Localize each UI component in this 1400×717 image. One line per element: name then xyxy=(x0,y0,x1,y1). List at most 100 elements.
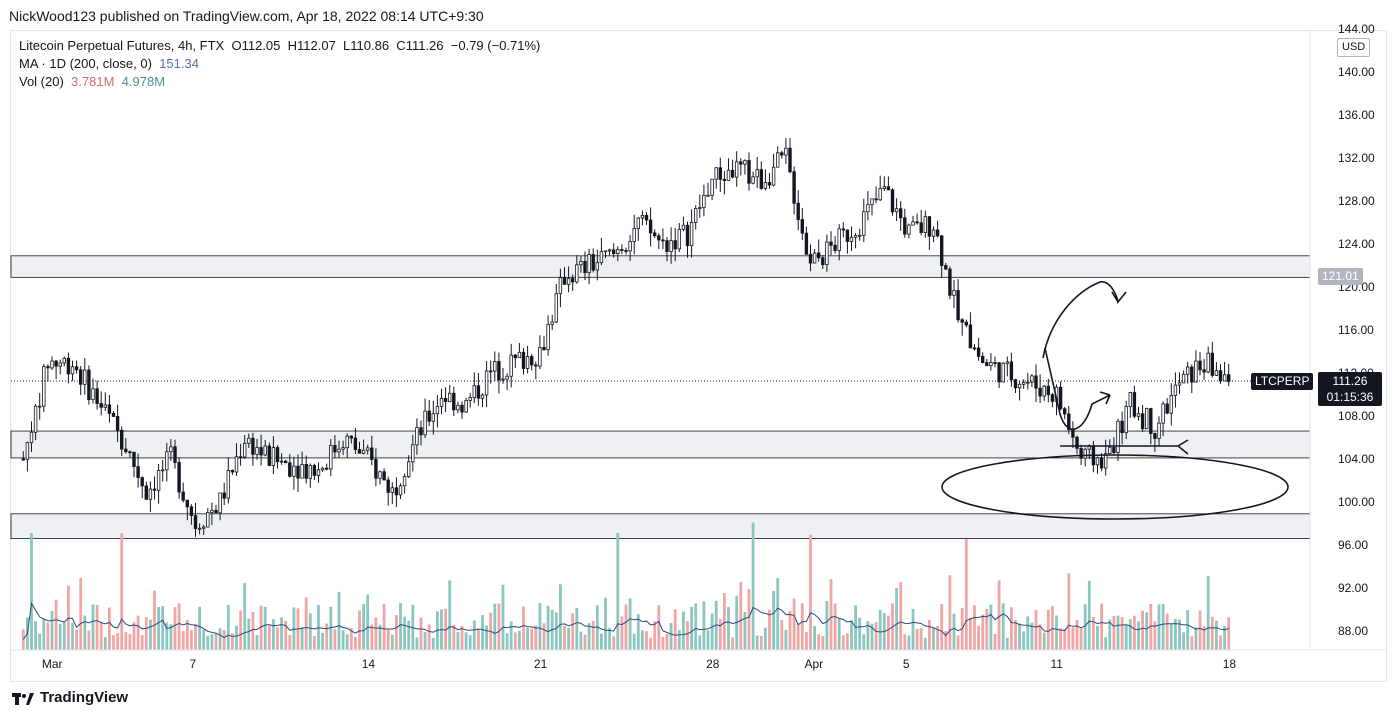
volume-bar xyxy=(1030,622,1034,650)
volume-bar xyxy=(1055,615,1058,650)
volume-bar xyxy=(1042,632,1046,650)
zigzag-annotation xyxy=(1044,347,1111,430)
volume-bar xyxy=(829,578,833,650)
volume-bar xyxy=(34,620,37,650)
volume-bar xyxy=(825,600,829,650)
price-axis: 144.00140.00136.00132.00128.00124.00120.… xyxy=(1309,22,1375,650)
volume-bar xyxy=(436,611,439,650)
volume-bar xyxy=(1219,635,1222,650)
legend-high: 112.07 xyxy=(297,38,336,53)
candle-body xyxy=(329,445,333,470)
candle-body xyxy=(378,471,382,479)
volume-bar xyxy=(333,629,337,650)
candle-body xyxy=(1132,392,1137,417)
volume-bar xyxy=(177,603,181,650)
volume-bar xyxy=(194,624,197,650)
candles-layer xyxy=(21,137,1231,537)
candle-body xyxy=(365,447,370,451)
volume-bar xyxy=(251,611,255,650)
candle-body xyxy=(575,264,579,283)
volume-bar xyxy=(698,635,702,650)
candle-body xyxy=(201,526,206,529)
candle-body xyxy=(1050,394,1055,402)
candle-body xyxy=(390,487,394,493)
volume-bar xyxy=(1137,621,1140,650)
volume-bar xyxy=(985,608,989,650)
volume-bar xyxy=(46,622,50,650)
volume-bar xyxy=(1046,609,1050,650)
volume-bar xyxy=(99,621,103,650)
price-tick-label: 96.00 xyxy=(1338,538,1368,552)
candle-body xyxy=(607,249,612,252)
price-tick-label: 144.00 xyxy=(1338,22,1375,36)
candle-body xyxy=(1075,436,1079,449)
volume-layer xyxy=(21,522,1231,650)
candle-body xyxy=(546,323,550,351)
volume-bar xyxy=(366,594,370,650)
candle-body xyxy=(935,229,940,237)
tradingview-logo[interactable]: TradingView xyxy=(12,689,128,706)
candle-body xyxy=(669,240,673,252)
volume-bar xyxy=(501,584,505,650)
volume-bar xyxy=(923,637,927,650)
price-tick-label: 136.00 xyxy=(1338,108,1375,122)
volume-bar xyxy=(112,635,115,650)
volume-bar xyxy=(653,621,657,650)
candle-body xyxy=(1173,384,1178,396)
price-tick-label: 128.00 xyxy=(1338,194,1375,208)
candle-body xyxy=(550,321,554,325)
volume-bar xyxy=(768,609,771,650)
tradingview-brand: TradingView xyxy=(40,689,129,706)
candle-body xyxy=(874,198,878,201)
candle-body xyxy=(1149,408,1153,434)
price-tick-label: 104.00 xyxy=(1338,452,1375,466)
candle-body xyxy=(1186,366,1190,375)
volume-bar xyxy=(526,627,529,650)
candle-body xyxy=(493,361,497,372)
candle-body xyxy=(267,445,271,466)
candle-body xyxy=(776,152,780,168)
candle-body xyxy=(361,449,366,454)
candle-body xyxy=(1083,448,1087,459)
candle-body xyxy=(374,459,378,479)
volume-bar xyxy=(964,539,968,650)
volume-bar xyxy=(54,599,58,650)
volume-bar xyxy=(1182,632,1185,650)
candle-body xyxy=(95,388,99,404)
legend-change: −0.79 (−0.71%) xyxy=(450,38,541,53)
candle-body xyxy=(210,509,214,513)
volume-bar xyxy=(395,615,398,650)
volume-bar xyxy=(485,625,488,650)
candle-body xyxy=(685,224,690,247)
volume-bar xyxy=(636,614,640,650)
candle-body xyxy=(169,446,173,453)
candle-body xyxy=(1198,360,1202,371)
volume-bar xyxy=(190,629,193,650)
candle-body xyxy=(144,485,148,500)
candle-body xyxy=(1108,446,1112,454)
candle-body xyxy=(1058,386,1063,410)
candle-body xyxy=(66,357,71,375)
volume-bar xyxy=(79,577,83,650)
volume-bar xyxy=(641,630,644,650)
candle-body xyxy=(1104,453,1108,469)
volume-bar xyxy=(813,626,816,650)
volume-bar xyxy=(522,606,525,650)
candle-body xyxy=(694,208,698,223)
candle-body xyxy=(136,466,140,478)
volume-bar xyxy=(1202,625,1206,650)
candle-body xyxy=(665,240,669,252)
candle-body xyxy=(1181,373,1186,384)
candle-body xyxy=(743,160,747,165)
bar-countdown: 01:15:36 xyxy=(1326,390,1374,404)
candle-body xyxy=(83,369,87,385)
candle-body xyxy=(521,351,526,369)
candle-body xyxy=(488,370,493,373)
volume-bar xyxy=(83,615,87,650)
chart-pane[interactable] xyxy=(10,30,1387,682)
volume-bar xyxy=(727,606,730,650)
currency-badge[interactable]: USD xyxy=(1337,38,1371,57)
volume-bar xyxy=(214,633,218,650)
volume-bar xyxy=(571,613,575,650)
